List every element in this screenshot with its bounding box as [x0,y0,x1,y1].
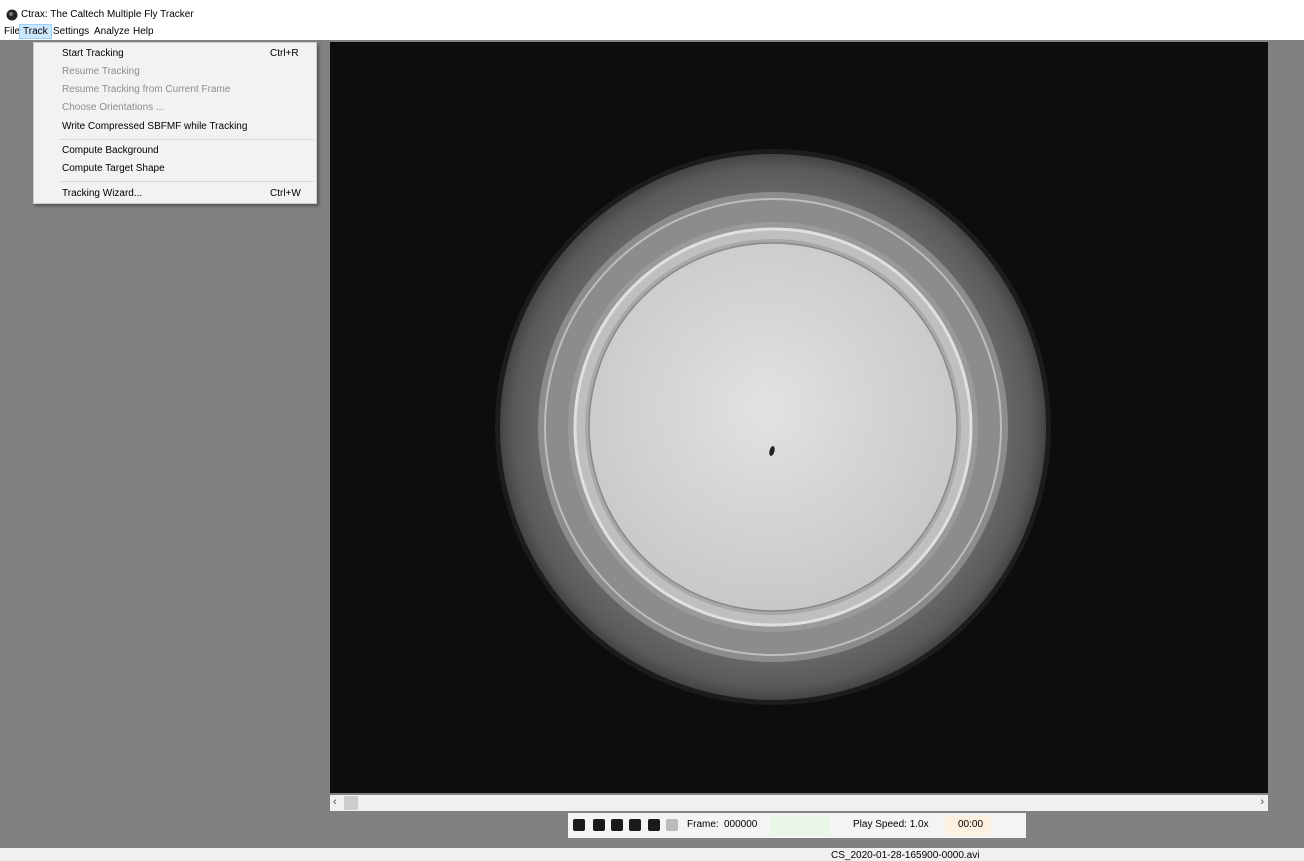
time-box [945,816,991,835]
menu-file[interactable]: File [4,26,21,37]
play-button[interactable] [593,819,605,831]
horizontal-scrollbar[interactable]: ‹ › [330,795,1268,811]
frame-label: Frame: [687,819,719,830]
frame-slider-box [770,816,830,835]
menu-analyze[interactable]: Analyze [94,26,130,37]
menu-compute-shape[interactable]: Compute Target Shape [62,163,165,174]
shortcut: Ctrl+W [270,188,301,199]
scroll-thumb[interactable] [344,796,358,810]
separator [60,181,314,182]
app-icon [6,9,18,21]
shortcut: Ctrl+R [270,48,299,59]
back-button[interactable] [648,819,660,831]
scroll-right-arrow[interactable]: › [1260,796,1264,808]
menu-write-sbfmf[interactable]: Write Compressed SBFMF while Tracking [62,121,248,132]
menu-help[interactable]: Help [133,26,154,37]
menu-bar: File Track Settings Analyze Help [0,22,1304,40]
scroll-left-arrow[interactable]: ‹ [333,796,337,808]
track-menu: Start Tracking Ctrl+R Resume Tracking Re… [33,42,317,204]
play-speed[interactable]: Play Speed: 1.0x [853,819,929,830]
menu-resume-tracking: Resume Tracking [62,66,140,77]
zoom-button[interactable] [573,819,585,831]
menu-choose-orientations: Choose Orientations ... [62,102,165,113]
time-value: 00:00 [958,819,984,830]
menu-track[interactable]: Track [19,24,52,39]
status-filename: CS_2020-01-28-165900-0000.avi [831,850,980,861]
title-bar: Ctrax: The Caltech Multiple Fly Tracker [0,0,1304,22]
playback-toolbar: Frame: 000000 Play Speed: 1.0x 00:00 [568,813,1026,838]
video-frame [330,42,1268,793]
separator [60,139,314,140]
frame-value[interactable]: 000000 [724,819,758,830]
refresh-button[interactable] [666,819,678,831]
window-title: Ctrax: The Caltech Multiple Fly Tracker [21,9,194,20]
forward-button[interactable] [629,819,641,831]
stop-button[interactable] [611,819,623,831]
menu-resume-from-frame: Resume Tracking from Current Frame [62,84,231,95]
menu-tracking-wizard[interactable]: Tracking Wizard... [62,188,143,199]
menu-start-tracking[interactable]: Start Tracking [62,48,124,59]
menu-compute-background[interactable]: Compute Background [62,145,159,156]
status-bar: CS_2020-01-28-165900-0000.avi [0,848,1304,861]
menu-settings[interactable]: Settings [53,26,90,37]
